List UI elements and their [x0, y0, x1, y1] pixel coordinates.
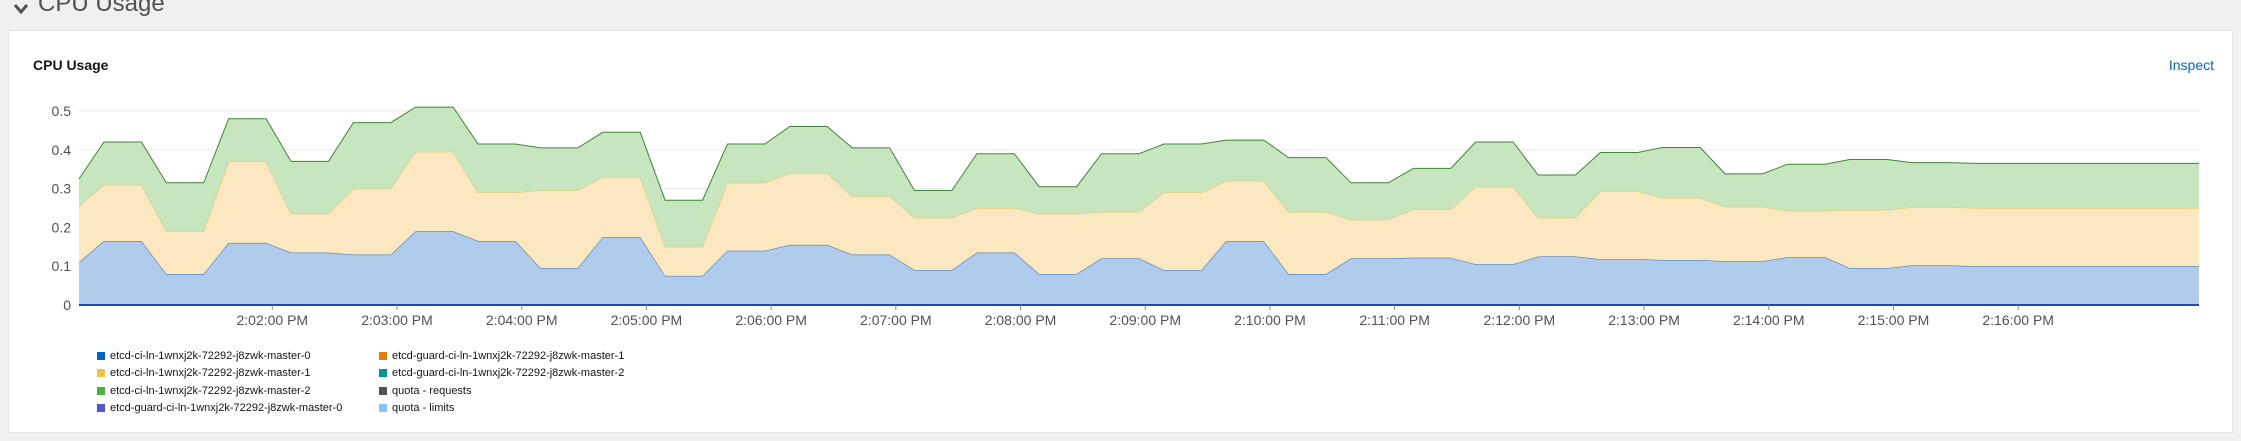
legend-swatch: [97, 404, 105, 413]
legend-swatch: [379, 369, 387, 378]
y-tick-label: 0.3: [52, 181, 72, 197]
x-tick-label: 2:03:00 PM: [361, 312, 433, 328]
card-title: CPU Usage: [33, 57, 109, 73]
x-tick-label: 2:07:00 PM: [860, 312, 932, 328]
y-tick-label: 0: [63, 297, 71, 313]
x-tick-label: 2:09:00 PM: [1109, 312, 1181, 328]
inspect-link[interactable]: Inspect: [2168, 57, 2214, 73]
legend-item: etcd-guard-ci-ln-1wnxj2k-72292-j8zwk-mas…: [379, 347, 661, 365]
legend-label: etcd-guard-ci-ln-1wnxj2k-72292-j8zwk-mas…: [110, 402, 343, 415]
legend-item: etcd-ci-ln-1wnxj2k-72292-j8zwk-master-1: [97, 365, 379, 383]
legend-item: etcd-ci-ln-1wnxj2k-72292-j8zwk-master-0: [97, 347, 379, 365]
chevron-down-icon[interactable]: [8, 0, 34, 18]
x-tick-label: 2:13:00 PM: [1608, 312, 1680, 328]
x-tick-label: 2:08:00 PM: [985, 312, 1057, 328]
legend-swatch: [379, 404, 387, 413]
legend-item: quota - limits: [379, 400, 661, 418]
x-tick-label: 2:10:00 PM: [1234, 312, 1306, 328]
section-title: CPU Usage: [38, 0, 165, 17]
x-tick-label: 2:05:00 PM: [611, 312, 683, 328]
y-tick-label: 0.5: [52, 103, 72, 119]
legend-swatch: [97, 386, 105, 395]
legend-swatch: [379, 386, 387, 395]
legend-label: etcd-ci-ln-1wnxj2k-72292-j8zwk-master-0: [110, 349, 311, 362]
y-tick-label: 0.2: [52, 219, 72, 235]
y-tick-label: 0.4: [52, 142, 72, 158]
x-tick-label: 2:16:00 PM: [1982, 312, 2054, 328]
legend-label: quota - limits: [392, 402, 455, 415]
legend-item: etcd-guard-ci-ln-1wnxj2k-72292-j8zwk-mas…: [379, 365, 661, 383]
x-tick-label: 2:15:00 PM: [1858, 312, 1930, 328]
area-series-2: [79, 107, 2199, 247]
x-tick-label: 2:14:00 PM: [1733, 312, 1805, 328]
legend-label: etcd-guard-ci-ln-1wnxj2k-72292-j8zwk-mas…: [392, 367, 625, 380]
legend-item: quota - requests: [379, 382, 661, 400]
legend-swatch: [379, 351, 387, 360]
legend-swatch: [97, 351, 105, 360]
legend-item: etcd-ci-ln-1wnxj2k-72292-j8zwk-master-2: [97, 382, 379, 400]
area-series-0: [79, 231, 2199, 305]
section-header[interactable]: CPU Usage: [8, 0, 165, 18]
line-series-2: [78, 106, 2199, 201]
x-tick-label: 2:04:00 PM: [486, 312, 558, 328]
y-tick-label: 0.1: [52, 258, 72, 274]
legend-label: etcd-ci-ln-1wnxj2k-72292-j8zwk-master-2: [110, 384, 311, 397]
x-tick-label: 2:12:00 PM: [1484, 312, 1556, 328]
legend-label: etcd-ci-ln-1wnxj2k-72292-j8zwk-master-1: [110, 367, 311, 380]
x-tick-label: 2:06:00 PM: [735, 312, 807, 328]
area-series-1: [79, 151, 2199, 276]
legend-item: etcd-guard-ci-ln-1wnxj2k-72292-j8zwk-mas…: [97, 400, 379, 418]
legend-label: quota - requests: [392, 384, 472, 397]
legend-label: etcd-guard-ci-ln-1wnxj2k-72292-j8zwk-mas…: [392, 349, 625, 362]
legend-swatch: [97, 369, 105, 378]
x-tick-label: 2:02:00 PM: [236, 312, 308, 328]
chart-legend: etcd-ci-ln-1wnxj2k-72292-j8zwk-master-0 e…: [97, 347, 661, 417]
x-tick-label: 2:11:00 PM: [1359, 312, 1430, 328]
cpu-usage-card: CPU Usage Inspect 0 0.1 0.2 0.3 0.4 0.5 2:02:0…: [8, 30, 2233, 433]
cpu-usage-chart: 0 0.1 0.2 0.3 0.4 0.5 2:02:00 PM 2:03:00 PM 2:04…: [52, 103, 2199, 328]
